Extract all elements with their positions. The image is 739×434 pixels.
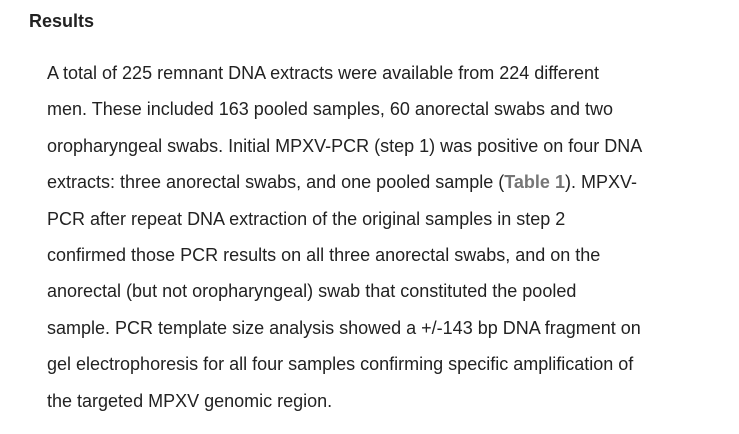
section-heading: Results <box>29 11 95 31</box>
paragraph-line: anorectal (but not oropharyngeal) swab t… <box>47 281 577 302</box>
paragraph-line: extracts: three anorectal swabs, and one… <box>47 164 727 200</box>
table-1-link[interactable]: Table 1 <box>504 172 565 193</box>
results-paragraph: A total of 225 remnant DNA extracts were… <box>47 55 727 419</box>
paragraph-line: confirmed those PCR results on all three… <box>47 245 601 266</box>
paragraph-line: gel electrophoresis for all four samples… <box>47 354 634 375</box>
paragraph-line: sample. PCR template size analysis showe… <box>47 317 641 338</box>
paragraph-line: PCR after repeat DNA extraction of the o… <box>47 208 566 229</box>
paragraph-line: A total of 225 remnant DNA extracts were… <box>47 63 599 83</box>
line-text-before-link: extracts: three anorectal swabs, and one… <box>47 172 505 193</box>
line-text-after-link: ). MPXV- <box>564 172 637 193</box>
paragraph-line: the targeted MPXV genomic region. <box>47 390 333 411</box>
paragraph-line: men. These included 163 pooled samples, … <box>47 99 614 120</box>
paragraph-line: oropharyngeal swabs. Initial MPXV-PCR (s… <box>47 135 643 156</box>
